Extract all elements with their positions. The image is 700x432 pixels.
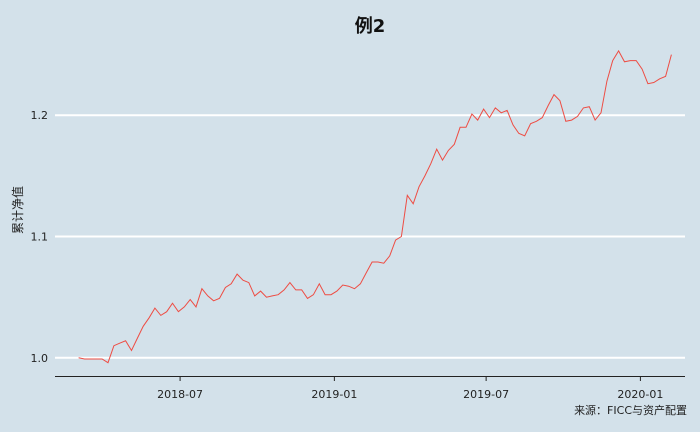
plot-area: [78, 49, 672, 364]
x-tick-label: 2019-01: [311, 388, 357, 401]
y-axis-ticks: 1.0 1.1 1.2: [31, 109, 49, 365]
x-axis-ticks: 2018-07 2019-01 2019-07 2020-01: [157, 376, 663, 401]
series-line: [78, 49, 672, 364]
y-tick-label: 1.1: [31, 231, 49, 244]
chart-title: 例2: [355, 15, 386, 37]
gridlines: [55, 114, 685, 359]
x-tick-label: 2019-07: [463, 388, 509, 401]
y-tick-label: 1.2: [31, 109, 49, 122]
y-axis-label: 累计净值: [10, 186, 25, 234]
source-note: 来源：FICC与资产配置: [574, 403, 687, 417]
y-tick-label: 1.0: [31, 352, 49, 365]
x-tick-label: 2020-01: [617, 388, 663, 401]
x-tick-label: 2018-07: [157, 388, 203, 401]
